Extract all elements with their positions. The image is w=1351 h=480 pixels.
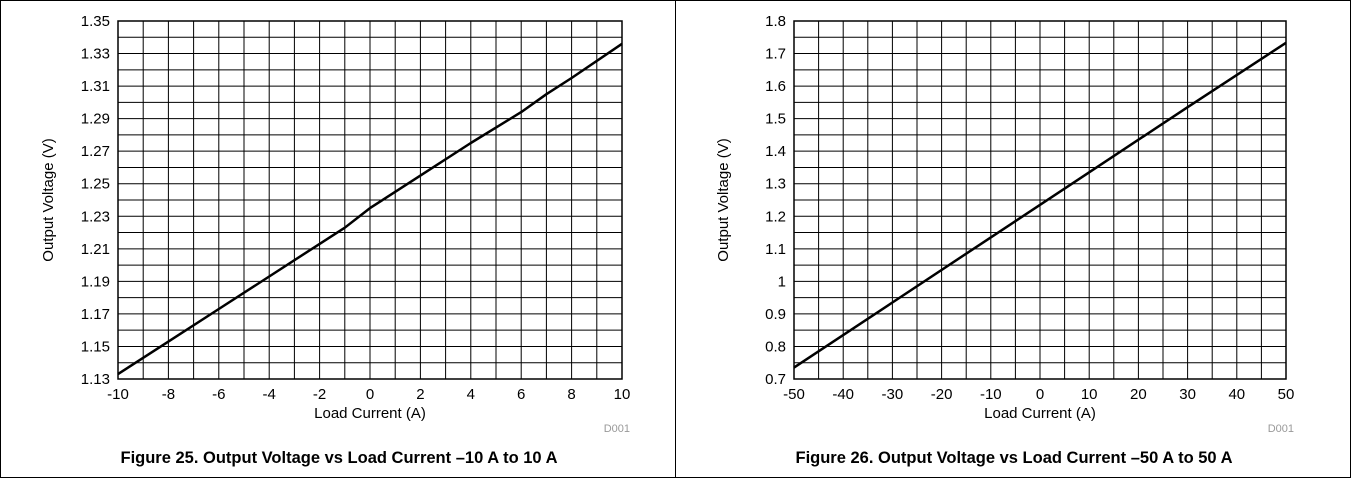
figure-code: D001 xyxy=(604,423,630,435)
y-tick-label: 1.31 xyxy=(81,78,110,95)
y-tick-label: 1.7 xyxy=(765,46,786,63)
x-tick-label: 0 xyxy=(366,386,374,403)
figure-26-chart: -50 -40 -30 -20 -10 0 10 20 30 40 50 0.7 0.8 0.9 1 1.1 1… xyxy=(715,13,1295,467)
y-tick-label: 0.7 xyxy=(765,371,786,388)
x-tick-label: 50 xyxy=(1278,386,1295,403)
series-line xyxy=(117,42,623,376)
x-tick-label: 10 xyxy=(614,386,631,403)
plot-frame xyxy=(793,20,1287,380)
y-tick-label: 0.8 xyxy=(765,338,786,355)
figure-26-panel: -50 -40 -30 -20 -10 0 10 20 30 40 50 0.7 0.8 0.9 1 1.1 1… xyxy=(675,0,1351,478)
y-tick-label: 1.5 xyxy=(765,111,786,128)
x-axis-title: Load Current (A) xyxy=(984,405,1096,422)
x-tick-label: 40 xyxy=(1228,386,1245,403)
y-tick-label: 1.33 xyxy=(81,46,110,63)
plot-grid xyxy=(118,21,622,379)
x-tick-label: 4 xyxy=(467,386,475,403)
y-tick-label: 1.13 xyxy=(81,371,110,388)
y-tick-label: 1.15 xyxy=(81,338,110,355)
x-tick-label: -10 xyxy=(980,386,1002,403)
x-tick-label: -40 xyxy=(832,386,854,403)
x-tick-label: -8 xyxy=(162,386,175,403)
y-tick-label: 1.2 xyxy=(765,208,786,225)
plot-grid xyxy=(794,21,1286,379)
y-tick-label: 1.8 xyxy=(765,13,786,30)
x-tick-label: 20 xyxy=(1130,386,1147,403)
x-tick-label: -6 xyxy=(212,386,225,403)
x-axis-title: Load Current (A) xyxy=(314,405,426,422)
y-tick-label: 1.3 xyxy=(765,176,786,193)
y-axis-title: Output Voltage (V) xyxy=(715,138,732,261)
x-tick-label: 8 xyxy=(567,386,575,403)
x-tick-label: -2 xyxy=(313,386,326,403)
x-tick-label: 30 xyxy=(1179,386,1196,403)
figure-code: D001 xyxy=(1268,423,1294,435)
y-tick-label: 1.6 xyxy=(765,78,786,95)
figure-caption: Figure 26. Output Voltage vs Load Curren… xyxy=(795,449,1232,467)
x-tick-label: -30 xyxy=(882,386,904,403)
y-tick-label: 1.27 xyxy=(81,143,110,160)
y-axis-title: Output Voltage (V) xyxy=(40,138,57,261)
x-tick-label: -4 xyxy=(263,386,276,403)
x-tick-label: -10 xyxy=(107,386,129,403)
figure-25-chart: -10 -8 -6 -4 -2 0 2 4 6 8 10 1.13 1.15 1.17 1.19 1.21 1.… xyxy=(40,13,631,467)
x-tick-label: -50 xyxy=(783,386,805,403)
y-tick-label: 1.23 xyxy=(81,208,110,225)
x-tick-label: 0 xyxy=(1036,386,1044,403)
y-tick-label: 1.19 xyxy=(81,273,110,290)
y-tick-label: 1.1 xyxy=(765,241,786,258)
y-tick-label: 1.21 xyxy=(81,241,110,258)
y-tick-label: 1.35 xyxy=(81,13,110,30)
series-line xyxy=(793,41,1287,369)
figure-caption: Figure 25. Output Voltage vs Load Curren… xyxy=(120,449,557,467)
y-tick-label: 1.25 xyxy=(81,176,110,193)
y-tick-label: 1.17 xyxy=(81,306,110,323)
y-tick-label: 1.29 xyxy=(81,111,110,128)
x-tick-label: 6 xyxy=(517,386,525,403)
y-tick-label: 0.9 xyxy=(765,306,786,323)
x-tick-label: -20 xyxy=(931,386,953,403)
y-tick-label: 1.4 xyxy=(765,143,786,160)
x-tick-label: 2 xyxy=(416,386,424,403)
figure-25-panel: -10 -8 -6 -4 -2 0 2 4 6 8 10 1.13 1.15 1.17 1.19 1.21 1.… xyxy=(0,0,676,478)
x-tick-label: 10 xyxy=(1081,386,1098,403)
y-tick-label: 1 xyxy=(778,273,786,290)
plot-frame xyxy=(117,20,623,380)
